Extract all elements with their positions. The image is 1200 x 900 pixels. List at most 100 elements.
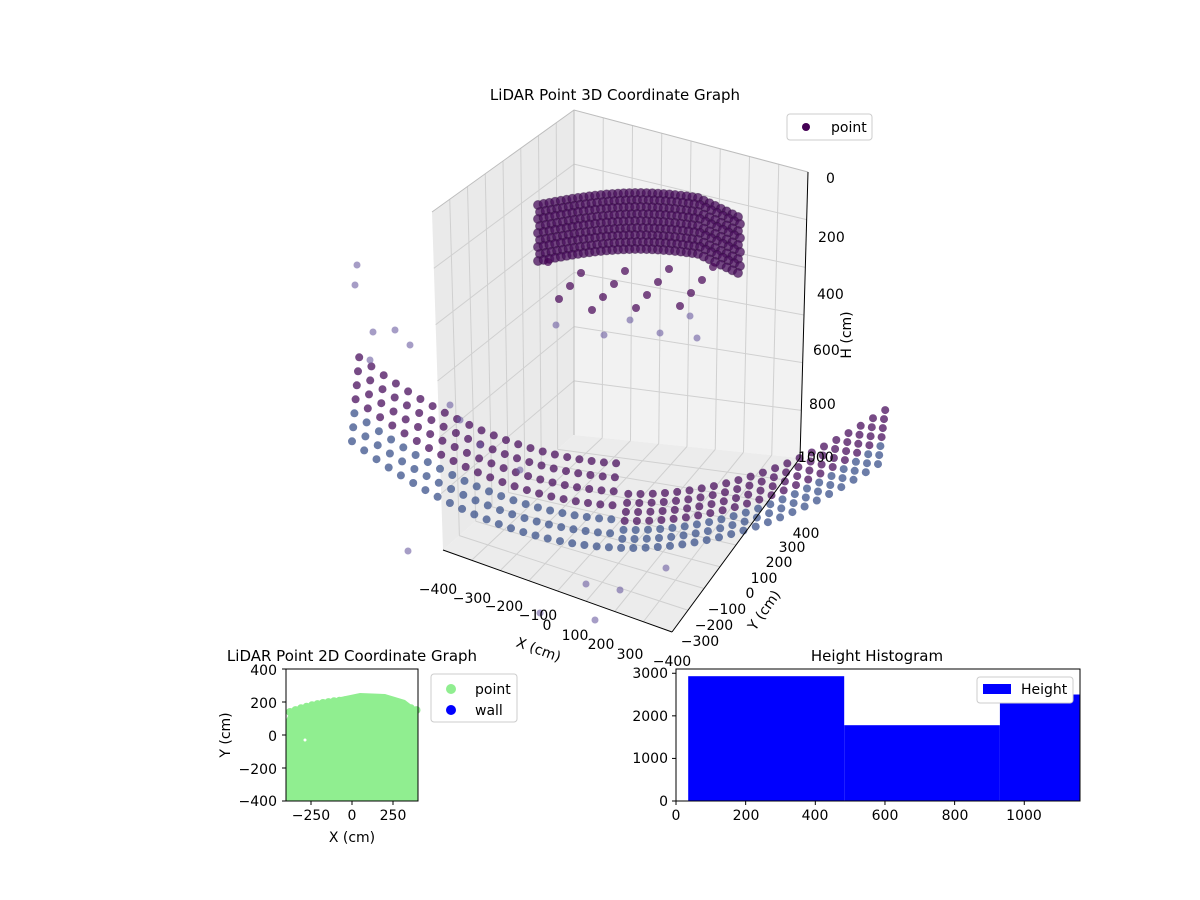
- legend-2d-point-label: point: [475, 682, 511, 698]
- point-marker: [580, 541, 589, 549]
- legend-2d-wall-label: wall: [475, 703, 503, 719]
- point-marker: [621, 267, 629, 275]
- point-marker: [874, 460, 882, 469]
- point-marker: [574, 469, 583, 478]
- x-axis-line: [442, 549, 673, 633]
- point-marker: [385, 449, 394, 458]
- legend-2d: point wall: [430, 673, 518, 723]
- point-marker: [686, 312, 694, 320]
- point-marker: [524, 472, 533, 481]
- point-marker: [597, 486, 606, 495]
- point-marker: [780, 477, 789, 486]
- point-marker: [828, 463, 837, 471]
- point-marker: [591, 616, 599, 624]
- point-marker: [863, 459, 871, 468]
- point-marker: [849, 475, 858, 484]
- point-marker: [414, 423, 422, 431]
- point-marker: [570, 511, 579, 520]
- y2d-tick-label: 200: [250, 696, 277, 712]
- point-marker: [641, 543, 650, 552]
- point-marker: [475, 454, 484, 463]
- histogram-title: Height Histogram: [811, 647, 943, 665]
- histogram-legend: Height: [976, 676, 1074, 704]
- point-marker: [647, 498, 656, 507]
- point-marker: [661, 489, 669, 497]
- point-marker: [629, 544, 638, 552]
- point-marker: [391, 379, 400, 388]
- point-marker: [362, 418, 371, 427]
- histogram-bars: [688, 676, 1080, 801]
- point-marker: [843, 438, 852, 447]
- point-marker: [643, 291, 651, 299]
- point-marker: [598, 472, 607, 481]
- hist-y-tick-label: 0: [659, 794, 668, 810]
- point-marker: [694, 511, 703, 520]
- point-marker: [765, 509, 774, 518]
- point-marker: [632, 517, 641, 525]
- point-marker: [401, 415, 410, 424]
- point-marker: [582, 513, 591, 521]
- point-marker: [864, 450, 873, 459]
- hist-x-tick-label: 200: [733, 808, 760, 824]
- point-marker: [827, 472, 836, 480]
- point-marker: [716, 524, 725, 533]
- point-marker: [855, 430, 864, 439]
- point-marker: [410, 465, 419, 473]
- point-marker: [706, 509, 715, 518]
- point-marker: [406, 341, 414, 349]
- point-marker: [584, 499, 592, 507]
- z-axis-ticks: 0 200 400 600 800 1000: [798, 171, 845, 466]
- point-marker: [568, 539, 577, 548]
- point-cloud: [348, 188, 890, 624]
- point-marker: [655, 534, 663, 542]
- point-marker: [471, 496, 480, 505]
- point-marker: [404, 547, 412, 555]
- point-marker: [588, 306, 596, 314]
- point-marker: [800, 502, 809, 511]
- hist-x-tick-label: 400: [802, 808, 829, 824]
- x-tick-label: 100: [562, 628, 589, 644]
- chart-3d: LiDAR Point 3D Coordinate Graph −400 −30…: [348, 86, 890, 670]
- point-marker: [552, 321, 560, 329]
- point-marker: [608, 501, 617, 510]
- point-marker: [596, 500, 605, 509]
- point-marker: [778, 495, 787, 504]
- grid-line: [491, 506, 721, 568]
- chart-2d: LiDAR Point 2D Coordinate Graph 400 200 …: [218, 647, 518, 846]
- y-tick-label: 100: [751, 571, 778, 587]
- point-marker: [673, 487, 682, 496]
- point-marker: [458, 504, 467, 513]
- point-marker: [881, 406, 890, 415]
- point-marker: [635, 499, 644, 507]
- point-marker: [607, 515, 616, 524]
- ticks-2d: [282, 668, 394, 805]
- point-marker: [816, 469, 825, 478]
- y-tick-label: −300: [681, 634, 719, 650]
- point-marker: [853, 448, 862, 457]
- point-marker: [537, 461, 546, 470]
- point-marker: [587, 457, 596, 465]
- point-marker: [411, 451, 420, 459]
- point-marker: [656, 329, 664, 337]
- y-tick-label: 200: [766, 555, 793, 571]
- point-marker: [544, 258, 552, 266]
- histogram-legend-swatch: [983, 684, 1011, 694]
- point-marker: [837, 483, 846, 492]
- point-marker: [705, 518, 714, 527]
- z-tick-label: 0: [826, 171, 835, 187]
- point-marker: [755, 495, 764, 504]
- point-marker: [451, 429, 460, 437]
- point-marker: [546, 506, 555, 515]
- point-marker: [610, 473, 619, 482]
- point-marker: [757, 477, 766, 486]
- point-marker: [548, 478, 557, 487]
- point-marker: [446, 401, 454, 409]
- point-marker: [421, 486, 430, 495]
- legend-2d-point-marker: [446, 684, 456, 694]
- point-marker: [788, 508, 797, 517]
- point-marker: [459, 490, 468, 499]
- point-marker: [599, 293, 607, 301]
- point-marker: [624, 489, 633, 498]
- legend-3d: point: [786, 113, 873, 141]
- point-marker: [654, 278, 662, 286]
